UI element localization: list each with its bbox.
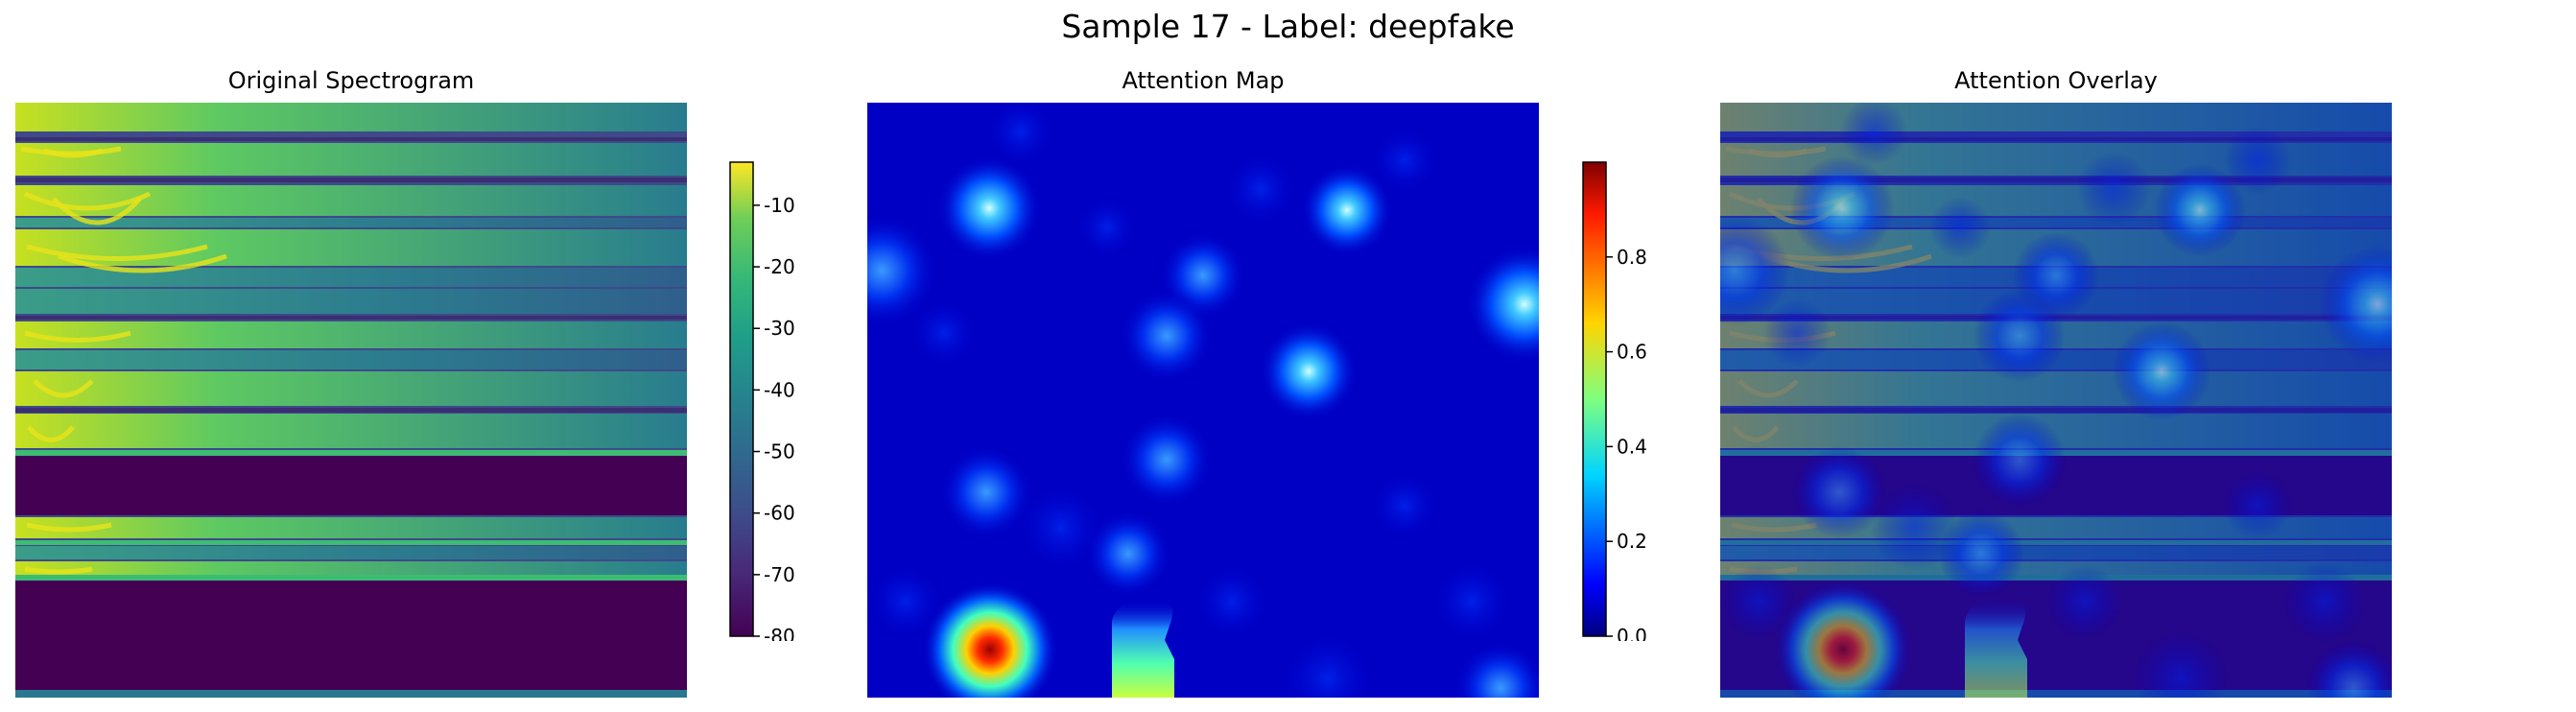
overlay-image (1720, 103, 2392, 698)
figure-title: Sample 17 - Label: deepfake (1061, 8, 1515, 45)
attention-colorbar-tick-label: 0.0 (1617, 625, 1647, 641)
spectrogram-colorbar-tick-label: -40 (764, 378, 795, 401)
attention-colorbar-tick-label: 0.6 (1617, 341, 1647, 364)
spectrogram-colorbar-tick-label: -30 (764, 317, 795, 340)
spectrogram-colorbar-gradient (729, 161, 754, 637)
spectrogram-image (15, 103, 687, 698)
attention-map-image (867, 103, 1539, 698)
spectrogram-title: Original Spectrogram (227, 67, 475, 94)
attention-colorbar-tick-label: 0.8 (1617, 246, 1647, 269)
spectrogram-colorbar-tick-label: -20 (764, 255, 795, 278)
attention-map-title: Attention Map (1122, 67, 1285, 94)
spectrogram-colorbar-tick-label: -80 (764, 625, 795, 641)
spectrogram-colorbar: -10 -20 -30 -40 -50 -60 -70 -80 (729, 161, 835, 641)
overlay-panel (1720, 103, 2392, 698)
attention-colorbar-tick-label: 0.4 (1617, 435, 1647, 458)
spectrogram-colorbar-tick-label: -60 (764, 502, 795, 525)
overlay-title: Attention Overlay (1954, 67, 2158, 94)
spectrogram-colorbar-tick-label: -10 (764, 194, 795, 217)
attention-map-panel (867, 103, 1539, 698)
spectrogram-panel (15, 103, 687, 698)
spectrogram-colorbar-tick-label: -50 (764, 440, 795, 463)
attention-colorbar-gradient (1582, 161, 1607, 637)
attention-colorbar: 0.0 0.2 0.4 0.6 0.8 (1582, 161, 1688, 641)
spectrogram-colorbar-tick-label: -70 (764, 563, 795, 586)
attention-colorbar-tick-label: 0.2 (1617, 530, 1647, 553)
